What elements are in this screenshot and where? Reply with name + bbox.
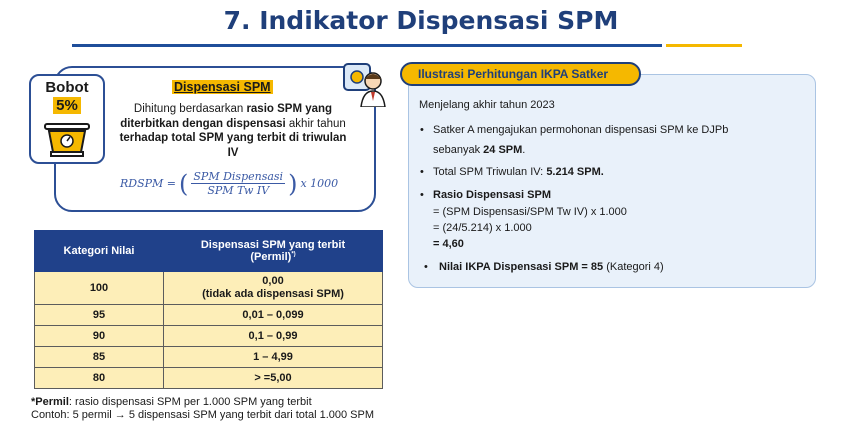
bullet-2: •	[420, 166, 424, 178]
table-row: 90 0,1 – 0,99	[34, 325, 383, 347]
presenter-icon	[343, 63, 386, 107]
bullet-4: •	[424, 261, 428, 273]
title-underline-gold	[666, 44, 742, 47]
formula: RDSPM = ( SPM Dispensasi SPM Tw IV ) x 1…	[120, 169, 339, 198]
panel-item-1-line-1: Satker A mengajukan permohonan dispensas…	[433, 124, 729, 136]
panel-item-4: Nilai IKPA Dispensasi SPM = 85 (Kategori…	[439, 261, 664, 273]
bobot-label: Bobot	[45, 79, 89, 96]
bobot-box: Bobot 5%	[29, 74, 105, 164]
scale-icon	[44, 123, 90, 157]
header-kategori: Kategori Nilai	[34, 230, 164, 272]
header-dispensasi: Dispensasi SPM yang terbit (Permil)*)	[163, 230, 383, 272]
kategori-table: Kategori Nilai Dispensasi SPM yang terbi…	[34, 230, 383, 389]
table-row: 85 1 – 4,99	[34, 346, 383, 368]
panel-item-3-title: Rasio Dispensasi SPM	[433, 189, 551, 201]
cell-nilai: 0,1 – 0,99	[163, 325, 383, 347]
cell-nilai: 0,01 – 0,099	[163, 304, 383, 326]
formula-fraction: SPM Dispensasi SPM Tw IV	[191, 170, 286, 197]
formula-numerator: SPM Dispensasi	[191, 170, 286, 184]
cell-nilai: 0,00 (tidak ada dispensasi SPM)	[163, 271, 383, 305]
panel-item-2: Total SPM Triwulan IV: 5.214 SPM.	[433, 166, 604, 178]
table-row: 80 > =5,00	[34, 367, 383, 389]
bobot-value: 5%	[53, 97, 81, 114]
panel-item-1-line-2: sebanyak 24 SPM.	[433, 144, 526, 156]
card-description: Dihitung berdasarkan rasio SPM yang dite…	[119, 103, 347, 159]
panel-item-3-line-2: = (24/5.214) x 1.000	[433, 222, 532, 234]
formula-lhs: RDSPM =	[120, 177, 177, 190]
cell-kategori: 95	[34, 304, 164, 326]
formula-denominator: SPM Tw IV	[207, 184, 270, 197]
page-title: 7. Indikator Dispensasi SPM	[223, 6, 619, 35]
cell-kategori: 100	[34, 271, 164, 305]
cell-kategori: 85	[34, 346, 164, 368]
panel-item-3-line-1: = (SPM Dispensasi/SPM Tw IV) x 1.000	[433, 206, 627, 218]
table-row: 95 0,01 – 0,099	[34, 304, 383, 326]
footnote-line-1: *Permil: rasio dispensasi SPM per 1.000 …	[31, 396, 312, 408]
table-header-row: Kategori Nilai Dispensasi SPM yang terbi…	[34, 230, 383, 272]
cell-nilai: 1 – 4,99	[163, 346, 383, 368]
table-row: 100 0,00 (tidak ada dispensasi SPM)	[34, 271, 383, 305]
title-underline-blue	[72, 44, 662, 47]
card-heading: Dispensasi SPM	[172, 80, 273, 94]
illustration-title-pill: Ilustrasi Perhitungan IKPA Satker	[400, 62, 641, 86]
panel-intro: Menjelang akhir tahun 2023	[419, 99, 555, 111]
footnote: *Permil: rasio dispensasi SPM per 1.000 …	[31, 396, 374, 422]
panel-item-3-line-3: = 4,60	[433, 238, 464, 250]
footnote-line-2: Contoh: 5 permil → 5 dispensasi SPM yang…	[31, 409, 375, 421]
cell-kategori: 90	[34, 325, 164, 347]
bullet-1: •	[420, 124, 424, 136]
cell-kategori: 80	[34, 367, 164, 389]
formula-rhs: x 1000	[300, 177, 339, 190]
bullet-3: •	[420, 189, 424, 201]
cell-nilai: > =5,00	[163, 367, 383, 389]
